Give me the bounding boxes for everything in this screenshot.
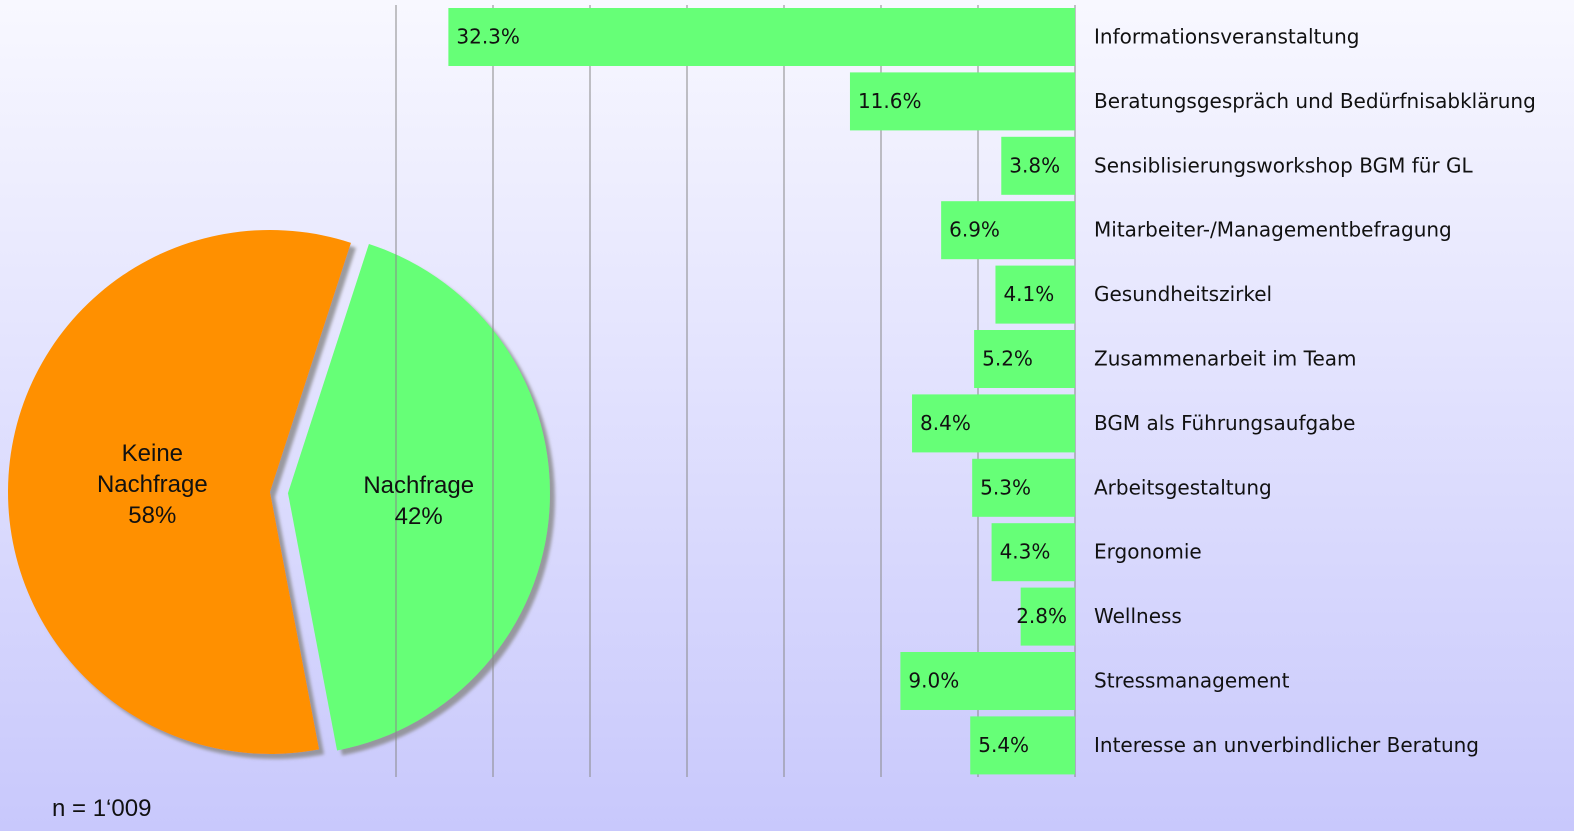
slice-value: 42% [394,503,443,531]
value-label: 32.3% [456,25,520,49]
category-label: Beratungsgespräch und Bedürfnisabklärung [1094,89,1536,113]
bar [941,201,1075,260]
category-label: Sensiblisierungsworkshop BGM für GL [1094,153,1473,177]
value-label: 5.3% [980,475,1031,499]
value-label: 11.6% [858,89,922,113]
value-label: 5.2% [982,347,1033,371]
slice-value: 58% [128,502,177,530]
bar [974,330,1075,388]
category-label: BGM als Führungsaufgabe [1094,411,1355,435]
value-label: 3.8% [1009,153,1060,177]
bar [1001,136,1075,195]
value-label: 4.3% [1000,540,1051,564]
value-label: 8.4% [920,411,971,435]
category-label: Interesse an unverbindlicher Beratung [1094,733,1479,757]
pie [8,230,550,754]
value-label: 2.8% [1016,604,1067,628]
bar [900,652,1075,710]
bar [912,394,1075,453]
slice-label: Nachfrage [363,472,475,500]
category-label: Ergonomie [1094,540,1202,564]
category-label: Informationsveranstaltung [1094,25,1359,49]
bar [448,8,1075,66]
bar [991,523,1075,582]
bar [1020,587,1075,646]
category-label: Mitarbeiter-/Managementbefragung [1094,218,1452,242]
category-label: Wellness [1094,604,1182,628]
bar [972,458,1075,517]
pie-slice [287,243,550,751]
bar [970,716,1075,775]
category-label: Gesundheitszirkel [1094,282,1272,306]
category-label: Zusammenarbeit im Team [1094,347,1357,371]
pie-slice [8,230,351,754]
slice-label: Keine Nachfrage [96,440,208,499]
category-label: Arbeitsgestaltung [1094,475,1272,499]
bar [849,72,1075,131]
value-label: 4.1% [1003,282,1054,306]
footnote: n = 1‘009 [52,795,152,822]
value-label: 9.0% [908,669,959,693]
bar [995,265,1075,324]
category-label: Stressmanagement [1094,669,1290,693]
value-label: 5.4% [978,733,1029,757]
value-label: 6.9% [949,218,1000,242]
